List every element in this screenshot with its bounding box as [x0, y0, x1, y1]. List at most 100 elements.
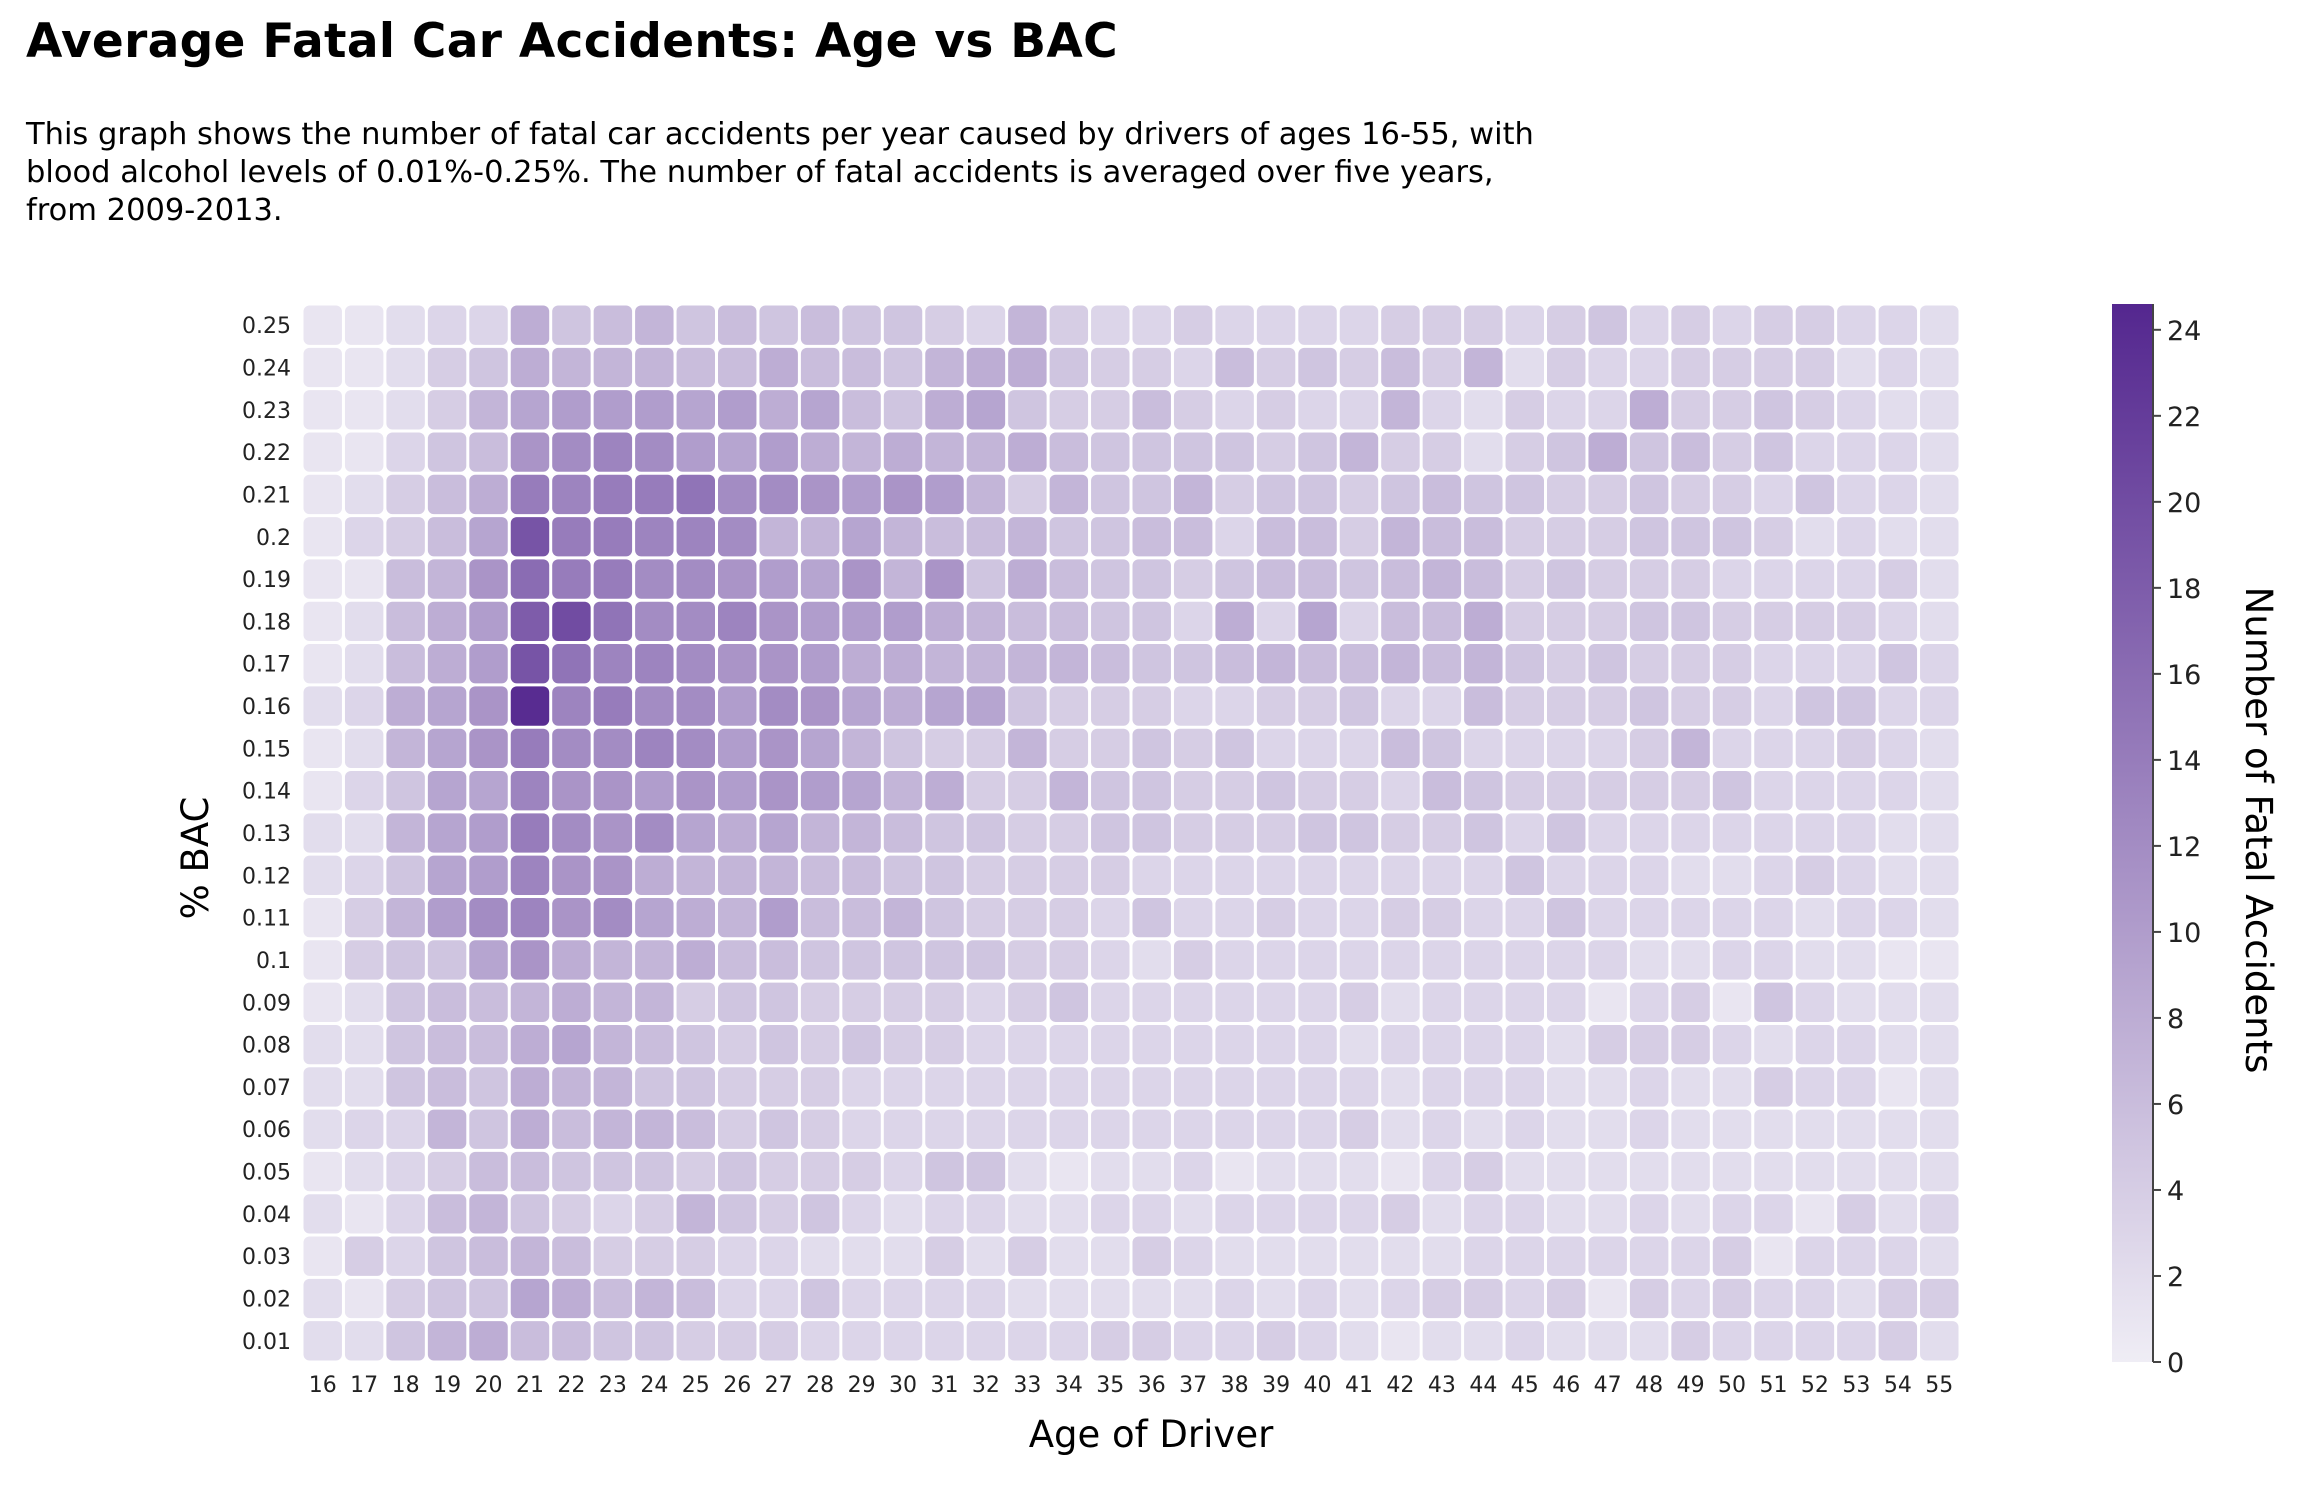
- heatmap-cell[interactable]: [510, 1278, 550, 1319]
- heatmap-cell[interactable]: [1008, 813, 1047, 853]
- heatmap-cell[interactable]: [1298, 940, 1337, 980]
- heatmap-cell[interactable]: [427, 982, 467, 1022]
- heatmap-cell[interactable]: [1837, 432, 1876, 472]
- heatmap-cell[interactable]: [427, 897, 467, 938]
- heatmap-cell[interactable]: [883, 1278, 923, 1319]
- heatmap-cell[interactable]: [1173, 771, 1213, 811]
- heatmap-cell[interactable]: [1422, 1067, 1462, 1107]
- heatmap-cell[interactable]: [842, 1109, 881, 1149]
- heatmap-cell[interactable]: [1754, 601, 1793, 642]
- heatmap-cell[interactable]: [1008, 390, 1047, 430]
- heatmap-cell[interactable]: [759, 1024, 798, 1065]
- heatmap-cell[interactable]: [842, 728, 881, 769]
- heatmap-cell[interactable]: [1795, 474, 1835, 515]
- heatmap-cell[interactable]: [883, 1194, 923, 1234]
- heatmap-cell[interactable]: [1588, 1321, 1627, 1361]
- heatmap-cell[interactable]: [386, 982, 425, 1022]
- heatmap-cell[interactable]: [469, 897, 508, 938]
- heatmap-cell[interactable]: [510, 644, 550, 684]
- heatmap-cell[interactable]: [1256, 940, 1296, 980]
- heatmap-cell[interactable]: [1008, 305, 1047, 345]
- heatmap-cell[interactable]: [842, 644, 881, 684]
- heatmap-cell[interactable]: [1381, 686, 1420, 726]
- heatmap-cell[interactable]: [510, 897, 550, 938]
- heatmap-cell[interactable]: [925, 1321, 964, 1361]
- heatmap-cell[interactable]: [1547, 432, 1586, 472]
- heatmap-cell[interactable]: [1339, 347, 1379, 388]
- heatmap-cell[interactable]: [344, 1067, 384, 1107]
- heatmap-cell[interactable]: [635, 940, 674, 980]
- heatmap-cell[interactable]: [469, 1151, 508, 1192]
- heatmap-cell[interactable]: [1464, 686, 1503, 726]
- heatmap-cell[interactable]: [842, 347, 881, 388]
- heatmap-cell[interactable]: [1712, 517, 1752, 557]
- heatmap-cell[interactable]: [1878, 517, 1918, 557]
- heatmap-cell[interactable]: [1132, 644, 1171, 684]
- heatmap-cell[interactable]: [552, 347, 591, 388]
- heatmap-cell[interactable]: [842, 1321, 881, 1361]
- heatmap-cell[interactable]: [1339, 432, 1379, 472]
- heatmap-cell[interactable]: [1381, 517, 1420, 557]
- heatmap-cell[interactable]: [303, 728, 342, 769]
- heatmap-cell[interactable]: [759, 347, 798, 388]
- heatmap-cell[interactable]: [1795, 855, 1835, 895]
- heatmap-cell[interactable]: [1547, 1278, 1586, 1319]
- heatmap-cell[interactable]: [1049, 432, 1089, 472]
- heatmap-cell[interactable]: [1256, 601, 1296, 642]
- heatmap-cell[interactable]: [1547, 390, 1586, 430]
- heatmap-cell[interactable]: [800, 813, 840, 853]
- heatmap-cell[interactable]: [1049, 1236, 1089, 1276]
- heatmap-cell[interactable]: [718, 728, 757, 769]
- heatmap-cell[interactable]: [1339, 559, 1379, 599]
- heatmap-cell[interactable]: [303, 1151, 342, 1192]
- heatmap-cell[interactable]: [1091, 686, 1130, 726]
- heatmap-cell[interactable]: [759, 432, 798, 472]
- heatmap-cell[interactable]: [344, 517, 384, 557]
- heatmap-cell[interactable]: [1464, 897, 1503, 938]
- heatmap-cell[interactable]: [1215, 855, 1254, 895]
- heatmap-cell[interactable]: [1091, 728, 1130, 769]
- heatmap-cell[interactable]: [1381, 432, 1420, 472]
- heatmap-cell[interactable]: [1173, 728, 1213, 769]
- heatmap-cell[interactable]: [1049, 1151, 1089, 1192]
- heatmap-cell[interactable]: [1049, 305, 1089, 345]
- heatmap-cell[interactable]: [718, 1194, 757, 1234]
- heatmap-cell[interactable]: [386, 728, 425, 769]
- heatmap-cell[interactable]: [1464, 1109, 1503, 1149]
- heatmap-cell[interactable]: [1671, 728, 1710, 769]
- heatmap-cell[interactable]: [759, 1194, 798, 1234]
- heatmap-cell[interactable]: [593, 728, 633, 769]
- heatmap-cell[interactable]: [1173, 940, 1213, 980]
- heatmap-cell[interactable]: [1215, 813, 1254, 853]
- heatmap-cell[interactable]: [1464, 1067, 1503, 1107]
- heatmap-cell[interactable]: [552, 897, 591, 938]
- heatmap-cell[interactable]: [1008, 601, 1047, 642]
- heatmap-cell[interactable]: [1629, 1194, 1669, 1234]
- heatmap-cell[interactable]: [635, 1067, 674, 1107]
- heatmap-cell[interactable]: [552, 1024, 591, 1065]
- heatmap-cell[interactable]: [966, 347, 1006, 388]
- heatmap-cell[interactable]: [344, 897, 384, 938]
- heatmap-cell[interactable]: [925, 1194, 964, 1234]
- heatmap-cell[interactable]: [1298, 982, 1337, 1022]
- heatmap-cell[interactable]: [676, 1321, 715, 1361]
- heatmap-cell[interactable]: [925, 1067, 964, 1107]
- heatmap-cell[interactable]: [1878, 1278, 1918, 1319]
- heatmap-cell[interactable]: [1008, 1321, 1047, 1361]
- heatmap-cell[interactable]: [1795, 432, 1835, 472]
- heatmap-cell[interactable]: [800, 474, 840, 515]
- heatmap-cell[interactable]: [759, 601, 798, 642]
- heatmap-cell[interactable]: [1629, 347, 1669, 388]
- heatmap-cell[interactable]: [1132, 813, 1171, 853]
- heatmap-cell[interactable]: [1339, 855, 1379, 895]
- heatmap-cell[interactable]: [883, 855, 923, 895]
- heatmap-cell[interactable]: [1298, 517, 1337, 557]
- heatmap-cell[interactable]: [925, 347, 964, 388]
- heatmap-cell[interactable]: [1505, 728, 1544, 769]
- heatmap-cell[interactable]: [469, 1278, 508, 1319]
- heatmap-cell[interactable]: [1256, 686, 1296, 726]
- heatmap-cell[interactable]: [1878, 305, 1918, 345]
- heatmap-cell[interactable]: [1920, 982, 1959, 1022]
- heatmap-cell[interactable]: [1754, 1151, 1793, 1192]
- heatmap-cell[interactable]: [1837, 686, 1876, 726]
